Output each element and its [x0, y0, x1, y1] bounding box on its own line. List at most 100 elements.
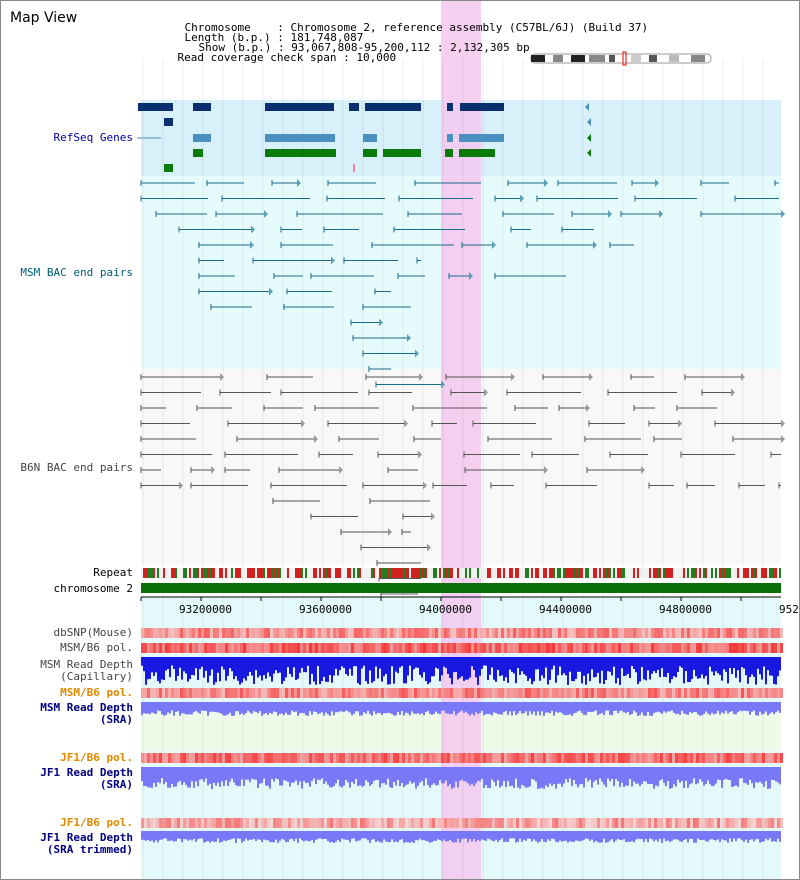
jf1-b6-pol-label[interactable]: JF1/B6 pol.	[60, 751, 133, 764]
repeat-mark	[737, 568, 739, 578]
repeat-mark	[583, 568, 585, 578]
repeat-mark	[273, 568, 275, 578]
repeat-mark	[489, 568, 491, 578]
repeat-mark	[609, 568, 611, 578]
repeat-mark	[185, 568, 187, 578]
repeat-mark	[549, 568, 551, 578]
repeat-mark	[653, 568, 655, 578]
repeat-mark	[189, 568, 191, 578]
repeat-mark	[297, 568, 299, 578]
repeat-mark	[637, 568, 639, 578]
ideogram-band	[669, 55, 679, 62]
repeat-mark	[477, 568, 479, 578]
repeat-mark	[769, 568, 771, 578]
page-title: Map View	[10, 10, 78, 26]
repeat-mark	[629, 568, 631, 578]
repeat-mark	[763, 568, 765, 578]
repeat-mark	[509, 568, 511, 578]
repeat-mark	[285, 568, 287, 578]
repeat-mark	[545, 568, 547, 578]
jf1-depth-sra-label[interactable]: JF1 Read Depth	[40, 766, 133, 779]
repeat-mark	[777, 568, 779, 578]
chromosome-label: Chromosome	[184, 21, 251, 34]
repeat-mark	[299, 568, 301, 578]
repeat-mark	[727, 568, 729, 578]
repeat-mark	[531, 568, 533, 578]
repeat-mark	[329, 568, 331, 578]
repeat-mark	[693, 568, 695, 578]
refseq-genes-label[interactable]: RefSeq Genes	[53, 131, 133, 144]
repeat-mark	[689, 568, 691, 578]
msm-b6-pol-label[interactable]: MSM/B6 pol.	[60, 641, 133, 654]
repeat-mark	[745, 568, 747, 578]
repeat-mark	[485, 568, 487, 578]
repeat-mark	[495, 568, 497, 578]
repeat-mark	[671, 568, 673, 578]
dbsnp-label[interactable]: dbSNP(Mouse)	[53, 626, 133, 639]
repeat-mark	[627, 568, 629, 578]
repeat-mark	[621, 568, 623, 578]
repeat-mark	[443, 568, 445, 578]
repeat-mark	[701, 568, 703, 578]
repeat-mark	[661, 568, 663, 578]
repeat-mark	[723, 568, 725, 578]
repeat-mark	[313, 568, 315, 578]
repeat-mark	[283, 568, 285, 578]
show-info: Show (b.p.) : 93,067,808-95,200,112 : 2,…	[198, 41, 530, 54]
repeat-mark	[351, 568, 353, 578]
repeat-mark	[417, 568, 419, 578]
repeat-mark	[603, 568, 605, 578]
repeat-mark	[307, 568, 309, 578]
repeat-mark	[595, 568, 597, 578]
repeat-mark	[179, 568, 181, 578]
axis-tick-label: 93600000	[299, 603, 352, 616]
msm-depth-capillary-label[interactable]: MSM Read Depth	[40, 658, 133, 671]
repeat-mark	[271, 568, 273, 578]
repeat-mark	[161, 568, 163, 578]
repeat-mark	[205, 568, 207, 578]
repeat-mark	[563, 568, 565, 578]
repeat-mark	[289, 568, 291, 578]
repeat-mark	[261, 568, 263, 578]
repeat-mark	[277, 568, 279, 578]
repeat-mark	[377, 568, 379, 578]
repeat-mark	[711, 568, 713, 578]
repeat-mark	[749, 568, 751, 578]
repeat-mark	[765, 568, 767, 578]
repeat-mark	[401, 568, 403, 578]
repeat-mark	[407, 568, 409, 578]
repeat-mark	[505, 568, 507, 578]
repeat-mark	[565, 568, 567, 578]
repeat-mark	[345, 568, 347, 578]
jf1-depth-trim-label[interactable]: JF1 Read Depth	[40, 831, 133, 844]
repeat-mark	[571, 568, 573, 578]
repeat-mark	[507, 568, 509, 578]
chromosome-info: Chromosome : Chromosome 2, reference ass…	[184, 21, 649, 34]
jf1-depth-trim-sub: (SRA trimmed)	[46, 843, 133, 856]
repeat-mark	[247, 568, 249, 578]
repeat-mark	[177, 568, 179, 578]
repeat-mark	[657, 568, 659, 578]
repeat-mark	[687, 568, 689, 578]
chromosome-track-label: chromosome 2	[53, 582, 133, 595]
msm-depth-sra-label[interactable]: MSM Read Depth	[40, 701, 133, 714]
repeat-mark	[387, 568, 389, 578]
msm-b6-pol-sra-label[interactable]: MSM/B6 pol.	[60, 686, 133, 699]
repeat-mark	[639, 568, 641, 578]
repeat-mark	[775, 568, 777, 578]
repeat-mark	[163, 568, 165, 578]
b6n-bac-label[interactable]: B6N BAC end pairs	[20, 461, 133, 474]
repeat-mark	[389, 568, 391, 578]
repeat-mark	[733, 568, 735, 578]
b6n-bac-track-bg	[141, 369, 781, 564]
repeat-mark	[207, 568, 209, 578]
repeat-label[interactable]: Repeat	[93, 566, 133, 579]
repeat-mark	[517, 568, 519, 578]
jf1-b6-pol-2-label[interactable]: JF1/B6 pol.	[60, 816, 133, 829]
repeat-mark	[397, 568, 399, 578]
repeat-mark	[659, 568, 661, 578]
repeat-mark	[219, 568, 221, 578]
repeat-mark	[757, 568, 759, 578]
repeat-mark	[483, 568, 485, 578]
msm-bac-label[interactable]: MSM BAC end pairs	[20, 266, 133, 279]
